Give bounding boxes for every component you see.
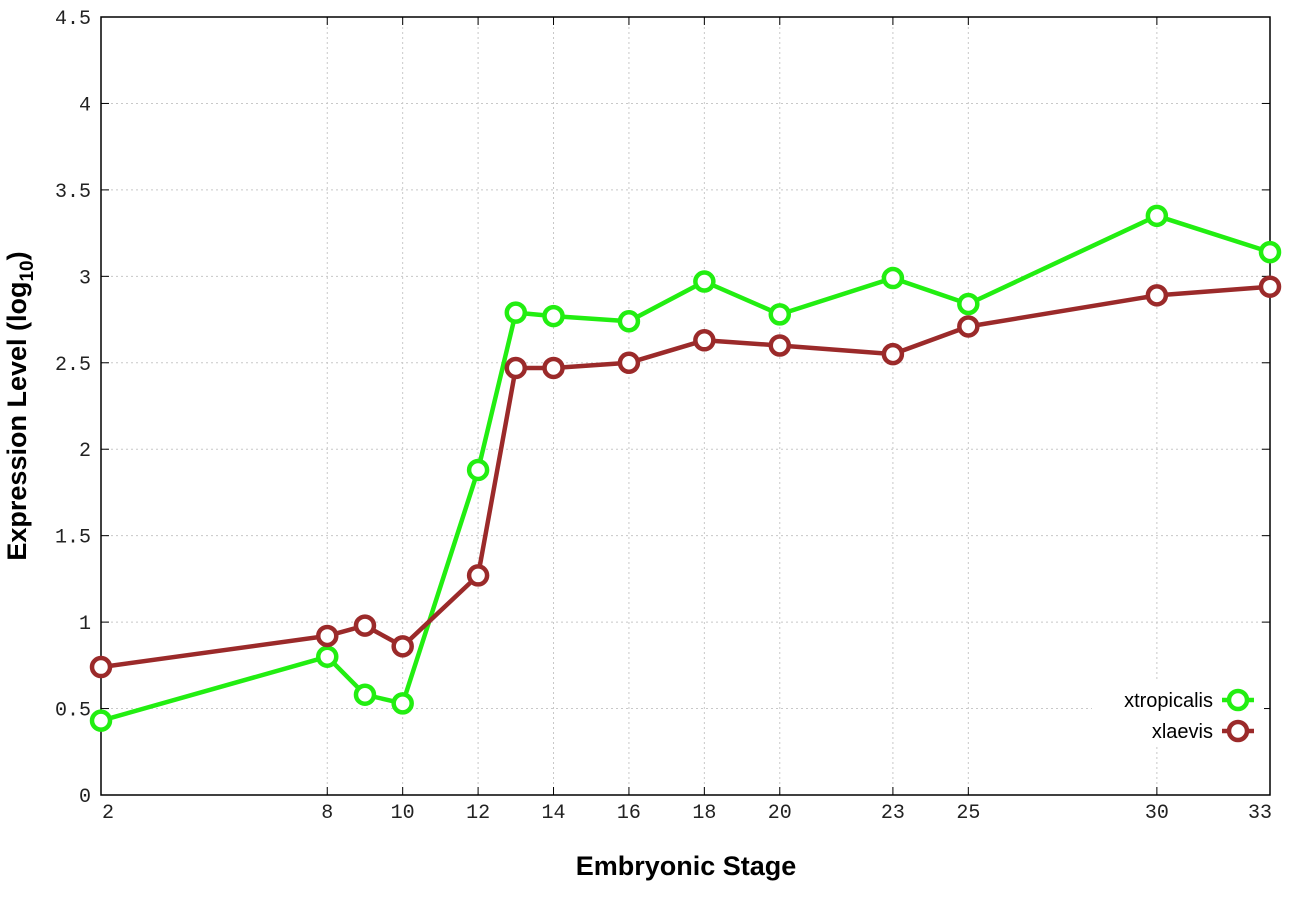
legend-label-xlaevis: xlaevis [1152, 721, 1213, 743]
x-tick-label: 16 [617, 802, 641, 825]
x-tick-label: 10 [391, 802, 415, 825]
x-axis-label: Embryonic Stage [576, 851, 797, 881]
x-tick-label: 14 [542, 802, 566, 825]
data-point-xtropicalis [316, 645, 339, 668]
y-tick-label: 0.5 [55, 700, 91, 723]
x-tick-label: 8 [321, 802, 333, 825]
data-point-xlaevis [1145, 284, 1169, 307]
data-point-xtropicalis [504, 301, 528, 324]
x-tick-label: 12 [466, 802, 490, 825]
data-point-xlaevis [316, 624, 339, 648]
axis-ticks: 0 0.5 1 1.5 2 2.5 3 3.5 4 4.5 2 8 10 12 14 16 18 20 23 25 30… [55, 8, 1272, 825]
y-tick-label: 3 [79, 267, 91, 290]
data-point-xlaevis [768, 334, 792, 357]
data-point-xtropicalis [353, 683, 377, 706]
y-tick-label: 1.5 [55, 527, 91, 550]
y-tick-label: 4.5 [55, 8, 91, 31]
y-axis-label: Expression Level (log10) [2, 251, 38, 560]
x-tick-label: 20 [768, 802, 792, 825]
data-point-xtropicalis [768, 303, 792, 326]
y-tick-label: 4 [79, 94, 91, 117]
data-point-xtropicalis [1258, 240, 1282, 264]
data-point-xtropicalis [881, 266, 905, 290]
x-tick-label: 18 [692, 802, 716, 825]
legend: xtropicalis xlaevis [1092, 680, 1264, 746]
data-point-xtropicalis [957, 292, 980, 316]
data-point-xtropicalis [391, 692, 414, 715]
series-xtropicalis [89, 204, 1282, 732]
data-point-xlaevis [353, 614, 377, 637]
data-point-xlaevis [504, 356, 528, 380]
x-tick-label: 30 [1145, 802, 1169, 825]
y-tick-label: 1 [79, 613, 91, 636]
data-point-xlaevis [693, 329, 716, 352]
series-xlaevis [89, 275, 1282, 679]
data-point-xtropicalis [89, 709, 113, 732]
data-point-xtropicalis [617, 310, 641, 333]
data-point-xlaevis [957, 315, 980, 338]
y-tick-label: 2 [79, 440, 91, 463]
x-tick-label: 23 [881, 802, 905, 825]
y-tick-label: 0 [79, 786, 91, 809]
plot-frame [100, 16, 1271, 796]
data-point-xlaevis [1258, 275, 1282, 298]
x-tick-label: 25 [956, 802, 980, 825]
data-point-xtropicalis [542, 304, 565, 328]
data-point-xlaevis [466, 564, 490, 587]
data-point-xlaevis [89, 655, 113, 679]
data-point-xlaevis [391, 635, 414, 658]
y-axis-label-subscript: 10 [17, 260, 38, 281]
y-axis-label-main: Expression Level (log [2, 282, 32, 561]
data-point-xtropicalis [693, 270, 716, 293]
y-tick-label: 2.5 [55, 354, 91, 377]
legend-label-xtropicalis: xtropicalis [1124, 690, 1213, 712]
data-point-xlaevis [617, 351, 641, 375]
legend-swatch-marker-xtropicalis [1226, 688, 1250, 712]
y-axis-label-group: Expression Level (log10) [2, 251, 38, 560]
x-tick-label: 33 [1248, 802, 1272, 825]
legend-swatch-marker-xlaevis [1226, 719, 1250, 743]
x-tick-label: 2 [102, 802, 114, 825]
y-axis-label-close: ) [2, 251, 32, 260]
data-point-xtropicalis [1145, 204, 1169, 228]
data-point-xtropicalis [466, 458, 490, 482]
data-point-xlaevis [542, 356, 565, 380]
data-point-xlaevis [881, 342, 905, 366]
series-group [89, 204, 1282, 732]
y-tick-label: 3.5 [55, 181, 91, 204]
